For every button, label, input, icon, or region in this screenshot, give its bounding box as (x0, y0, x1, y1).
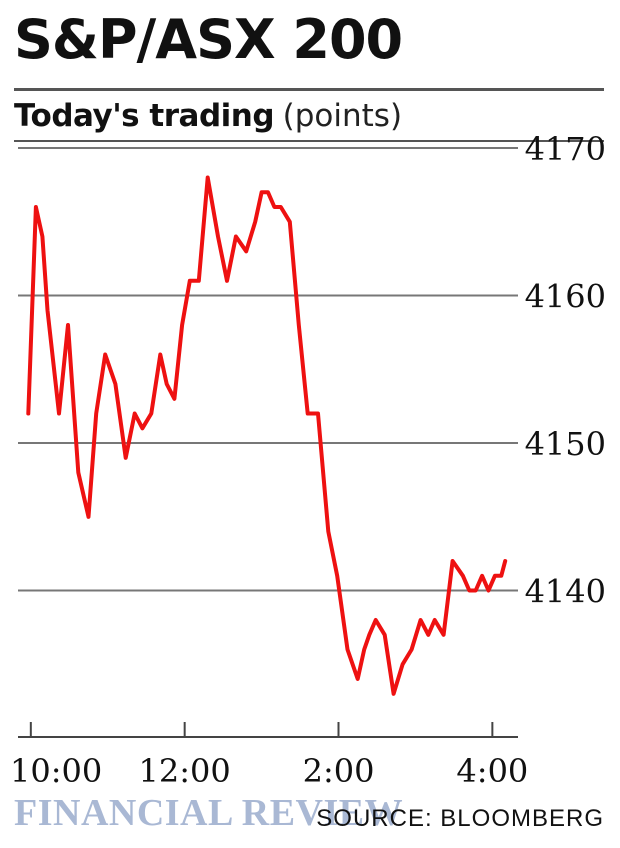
series-group (26, 175, 508, 696)
x-tick-label: 2:00 (303, 752, 375, 790)
chart-title: S&P/ASX 200 (14, 8, 403, 71)
x-tick-label: 10:00 (10, 752, 102, 790)
x-axis (18, 722, 518, 738)
subtitle-divider (14, 140, 604, 142)
x-tick-label: 12:00 (139, 752, 231, 790)
unit-label: (points) (282, 98, 403, 134)
source-credit: SOURCE: BLOOMBERG (316, 805, 604, 832)
series-line-0 (26, 175, 508, 696)
y-tick-label: 4160 (525, 278, 606, 316)
gridlines (18, 147, 518, 592)
x-tick-label: 4:00 (456, 752, 528, 790)
title-divider (14, 88, 604, 91)
x-axis-labels: 10:00 12:00 2:00 4:00 (10, 752, 528, 790)
y-tick-label: 4150 (525, 425, 606, 463)
y-axis-labels: 4140 4150 4160 4170 (525, 130, 606, 611)
chart-subtitle: Today's trading (14, 98, 275, 134)
publisher-logo: FINANCIAL REVIEW (14, 792, 404, 834)
y-tick-label: 4170 (525, 130, 606, 168)
y-tick-label: 4140 (525, 573, 606, 611)
subtitle-row: Today's trading (points) (14, 94, 402, 138)
